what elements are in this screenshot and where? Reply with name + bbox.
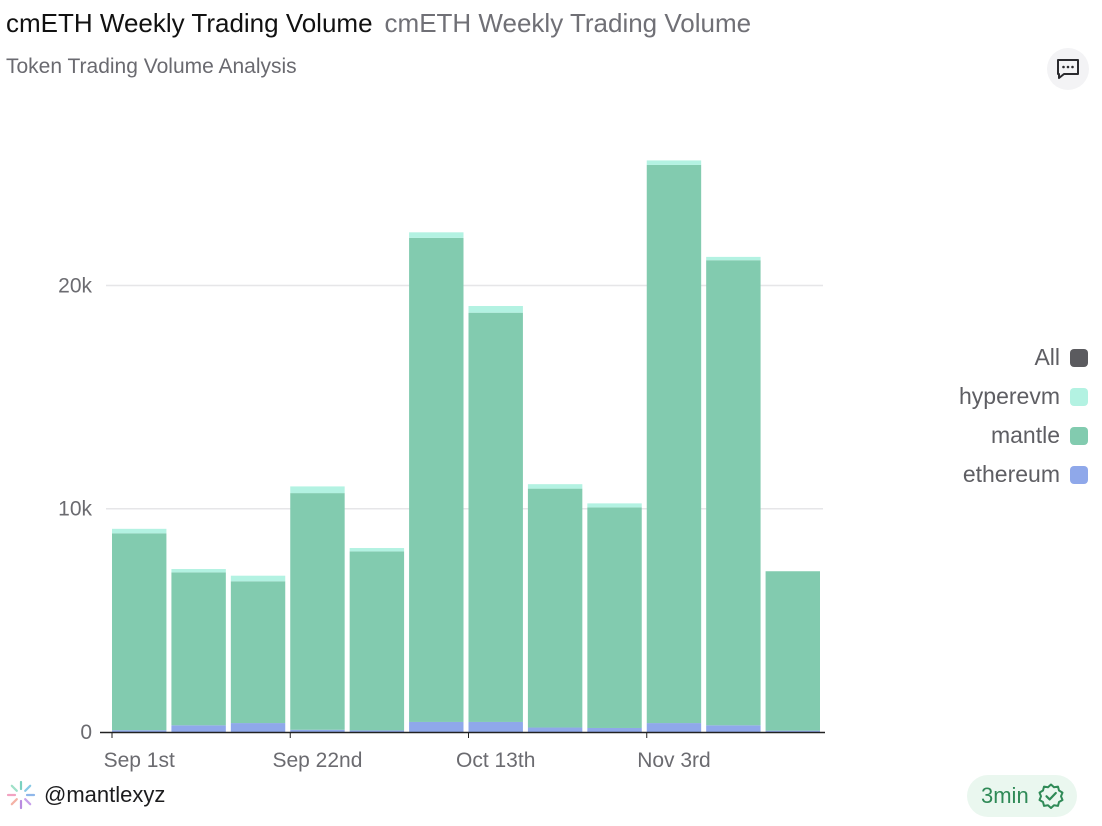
bar-segment-ethereum <box>527 727 583 732</box>
bar-segment-ethereum <box>349 730 405 732</box>
legend-swatch <box>1070 387 1088 406</box>
verified-badge-icon <box>1038 783 1064 809</box>
bar-segment-mantle <box>646 164 702 724</box>
bar-segment-ethereum <box>706 725 761 732</box>
bar-segment-mantle <box>171 572 226 726</box>
bar-segment-mantle <box>409 237 464 722</box>
bar-segment-mantle <box>112 533 167 731</box>
legend-label: mantle <box>990 422 1060 448</box>
bar-segment-hyperevm <box>527 484 583 489</box>
comment-button[interactable] <box>1047 48 1089 90</box>
legend: All hyperevm mantle ethereum <box>868 338 1088 494</box>
bar-segment-ethereum <box>112 730 167 732</box>
y-tick-label: 20k <box>58 274 92 297</box>
x-tick-label: Nov 3rd <box>637 749 711 772</box>
bar-segment-ethereum <box>290 729 345 732</box>
bar-segment-hyperevm <box>409 232 464 238</box>
bar-segment-hyperevm <box>290 486 345 494</box>
x-tick-label: Sep 22nd <box>272 749 362 772</box>
bar-segment-mantle <box>468 312 523 722</box>
bar-segment-ethereum <box>230 723 286 732</box>
legend-swatch <box>1070 348 1088 367</box>
bar-segment-ethereum <box>765 730 820 732</box>
mantle-logo-icon <box>6 780 36 810</box>
bar-segment-hyperevm <box>646 160 702 165</box>
chart-subtitle: Token Trading Volume Analysis <box>6 55 297 78</box>
legend-item-hyperevm[interactable]: hyperevm <box>868 377 1088 416</box>
legend-item-all[interactable]: All <box>868 338 1088 377</box>
gridlines <box>106 284 823 510</box>
bar-segment-hyperevm <box>587 503 642 508</box>
freshness-badge[interactable]: 3min <box>967 775 1077 817</box>
chart-title-repeat: cmETH Weekly Trading Volume <box>384 8 752 38</box>
bar-segment-hyperevm <box>112 528 167 534</box>
bar-segment-mantle <box>349 551 405 731</box>
footer-brand[interactable]: @mantlexyz <box>6 780 165 810</box>
bar-segment-hyperevm <box>706 256 761 261</box>
x-tick-label: Sep 1st <box>104 749 175 772</box>
bars <box>112 160 820 732</box>
freshness-text: 3min <box>981 783 1029 808</box>
bar-segment-hyperevm <box>171 569 226 573</box>
bar-segment-ethereum <box>468 721 523 732</box>
legend-swatch <box>1070 426 1088 445</box>
legend-label: All <box>1034 344 1060 370</box>
legend-item-ethereum[interactable]: ethereum <box>868 455 1088 494</box>
bar-segment-mantle <box>230 581 286 724</box>
bar-segment-hyperevm <box>468 305 523 313</box>
legend-swatch <box>1070 465 1088 484</box>
bar-segment-ethereum <box>587 727 642 732</box>
chart-title: cmETH Weekly Trading Volume <box>6 8 373 38</box>
legend-item-mantle[interactable]: mantle <box>868 416 1088 455</box>
bar-segment-mantle <box>290 493 345 730</box>
bar-segment-mantle <box>587 507 642 728</box>
x-tick-label: Oct 13th <box>456 749 535 772</box>
y-tick-label: 10k <box>58 498 92 521</box>
bar-segment-hyperevm <box>230 575 286 582</box>
y-tick-label: 0 <box>80 721 92 744</box>
legend-label: hyperevm <box>959 383 1060 409</box>
bar-segment-ethereum <box>409 721 464 732</box>
bar-segment-mantle <box>527 488 583 728</box>
bar-segment-hyperevm <box>349 548 405 552</box>
comment-icon <box>1057 59 1079 79</box>
bar-segment-ethereum <box>171 725 226 732</box>
bar-segment-mantle <box>765 571 820 731</box>
bar-segment-mantle <box>706 260 761 726</box>
brand-name: @mantlexyz <box>44 782 166 807</box>
axes: 0 10k 20k Sep 1st Sep 22nd Oct 13th Nov 3rd <box>58 274 825 772</box>
bar-segment-ethereum <box>646 723 702 732</box>
legend-label: ethereum <box>962 461 1060 487</box>
title-row: cmETH Weekly Trading Volume cmETH Weekly … <box>6 8 751 39</box>
